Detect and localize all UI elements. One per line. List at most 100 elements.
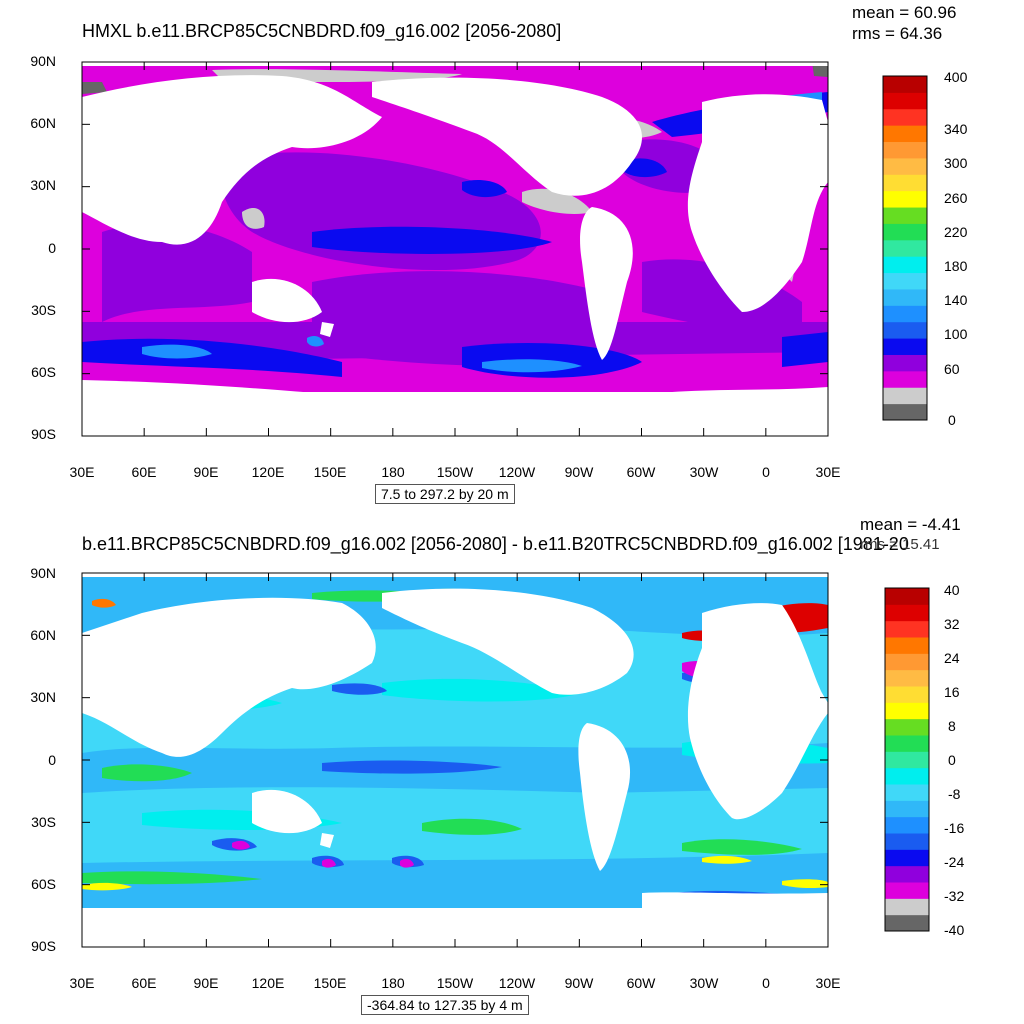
colorbar-tick-label: 0 <box>948 752 956 768</box>
colorbar-swatch <box>885 882 929 899</box>
colorbar-tick-label: 60 <box>944 361 960 377</box>
colorbar-tick-label: 140 <box>944 292 968 308</box>
lon-label: 180 <box>381 464 405 480</box>
colorbar-tick-label: 40 <box>944 582 960 598</box>
lat-label-90s: 90S <box>31 938 56 954</box>
lat-label-60n: 60N <box>30 627 56 643</box>
lat-label-90n: 90N <box>30 53 56 69</box>
colorbar-tick-label: -40 <box>944 922 965 938</box>
lon-label: 90W <box>564 975 594 991</box>
colorbar-swatch <box>885 849 929 867</box>
lat-label-30n: 30N <box>30 177 56 193</box>
colorbar-swatch <box>885 669 929 687</box>
lon-label: 120W <box>498 464 536 480</box>
colorbar-tick-label: 400 <box>944 69 968 85</box>
colorbar-swatch <box>885 588 929 605</box>
colorbar-tick-label: 0 <box>948 412 956 428</box>
colorbar-swatch <box>885 653 929 671</box>
map-title: HMXL b.e11.BRCP85C5CNBDRD.f09_g16.002 [2… <box>82 21 562 41</box>
colorbar-swatch <box>883 256 927 274</box>
lat-label-60s: 60S <box>31 364 56 380</box>
colorbar-swatch <box>883 125 927 143</box>
colorbar-tick-label: -24 <box>944 854 965 870</box>
lon-label: 60E <box>131 975 157 991</box>
colorbar-tick-label: 24 <box>944 650 960 666</box>
lon-label: 150E <box>313 975 347 991</box>
colorbar-swatch <box>883 272 927 290</box>
lat-label-30s: 30S <box>31 814 56 830</box>
lat-label-60s: 60S <box>31 876 56 892</box>
lon-label: 90E <box>193 975 219 991</box>
rms-stat: rms = 64.36 <box>852 24 943 43</box>
map-panel-hmxl: HMXL b.e11.BRCP85C5CNBDRD.f09_g16.002 [2… <box>30 3 968 504</box>
colorbar-tick-label: 340 <box>944 121 968 137</box>
colorbar-swatch <box>885 914 929 932</box>
land-mask <box>82 573 828 947</box>
colorbar-border <box>884 587 930 932</box>
rms-stat: rms = 15.41 <box>860 536 940 553</box>
colorbar <box>882 75 928 421</box>
colorbar-swatch <box>883 239 927 257</box>
colorbar-swatch <box>885 620 929 638</box>
colorbar-tick-label: 220 <box>944 224 968 240</box>
lat-label-60n: 60N <box>30 115 56 131</box>
colorbar-swatch <box>883 370 927 388</box>
colorbar-tick-label: -16 <box>944 820 965 836</box>
colorbar-tick-label: 8 <box>948 718 956 734</box>
colorbar-swatch <box>883 92 927 110</box>
colorbar-swatch <box>885 865 929 883</box>
colorbar-swatch <box>885 833 929 850</box>
colorbar-swatch <box>883 76 927 93</box>
colorbar-swatch <box>883 321 927 339</box>
colorbar-swatch <box>885 784 929 801</box>
mean-stat: mean = 60.96 <box>852 3 957 22</box>
colorbar-swatch <box>883 288 927 306</box>
colorbar-swatch <box>885 718 929 736</box>
map-plot <box>81 572 829 948</box>
colorbar-tick-label: 180 <box>944 258 968 274</box>
lon-label: 150W <box>436 975 474 991</box>
colorbar-tick-label: 300 <box>944 155 968 171</box>
colorbar-swatch <box>883 190 927 208</box>
lon-label: 60W <box>626 464 656 480</box>
colorbar-tick-label: 260 <box>944 190 968 206</box>
lat-label-30n: 30N <box>30 689 56 705</box>
lon-label: 30W <box>689 975 719 991</box>
colorbar-tick-label: -8 <box>948 786 961 802</box>
map-title: b.e11.BRCP85C5CNBDRD.f09_g16.002 [2056-2… <box>82 534 909 554</box>
contour-info-box: 7.5 to 297.2 by 20 m <box>375 484 515 504</box>
colorbar-swatch <box>885 898 929 916</box>
colorbar-swatch <box>883 223 927 241</box>
lon-label: 120E <box>251 464 285 480</box>
lon-label: 90W <box>564 464 594 480</box>
colorbar-swatch <box>885 702 929 720</box>
contour-info-box: -364.84 to 127.35 by 4 m <box>361 995 529 1015</box>
colorbar <box>884 587 930 932</box>
mean-stat: mean = -4.41 <box>860 515 961 534</box>
lon-label: 0 <box>762 975 770 991</box>
map-plot <box>81 61 829 437</box>
lon-label: 180 <box>381 975 405 991</box>
lat-label-90n: 90N <box>30 565 56 581</box>
colorbar-swatch <box>883 305 927 323</box>
colorbar-swatch <box>885 637 929 654</box>
lat-label-eq: 0 <box>48 240 56 256</box>
colorbar-border <box>882 75 928 421</box>
colorbar-swatch <box>883 354 927 372</box>
lon-label: 90E <box>193 464 219 480</box>
lat-label-30s: 30S <box>31 302 56 318</box>
lat-label-eq: 0 <box>48 752 56 768</box>
map-panel-difference: mean = -4.41 b.e11.BRCP85C5CNBDRD.f09_g1… <box>0 512 1024 1024</box>
colorbar-swatch <box>883 108 927 126</box>
colorbar-swatch <box>885 800 929 818</box>
colorbar-swatch <box>883 157 927 175</box>
lon-label: 150E <box>313 464 347 480</box>
lon-label: 30E <box>815 464 841 480</box>
colorbar-tick-label: 16 <box>944 684 960 700</box>
colorbar-swatch <box>885 816 929 834</box>
lon-label: 120E <box>251 975 285 991</box>
colorbar-swatch <box>883 403 927 421</box>
colorbar-swatch <box>883 141 927 159</box>
lon-label: 60E <box>131 464 157 480</box>
lon-label: 150W <box>436 464 474 480</box>
